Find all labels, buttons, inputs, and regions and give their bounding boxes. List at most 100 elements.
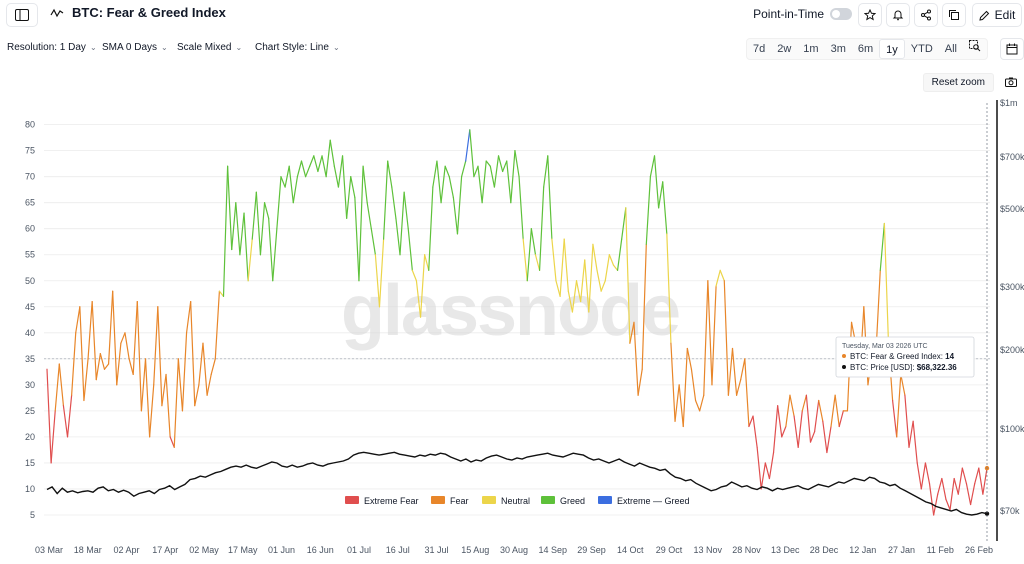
fear-greed-segment [912,420,918,464]
fear-greed-segment [575,280,582,303]
fear-greed-segment [272,228,278,282]
fear-greed-segment [62,405,69,438]
fear-greed-segment [522,238,528,282]
fear-greed-segment [95,353,101,381]
x-tick-label: 01 Jul [347,545,371,555]
tooltip-date: Tuesday, Mar 03 2026 UTC [842,343,928,350]
point-in-time-toggle[interactable] [830,8,852,20]
range-3m[interactable]: 3m [830,43,846,55]
fear-greed-segment [875,269,881,350]
fear-greed-segment [136,300,143,412]
fear-greed-segment [268,217,274,282]
favorite-button[interactable] [858,3,882,27]
range-2w[interactable]: 2w [777,43,792,55]
fear-greed-segment [809,431,816,443]
fear-greed-segment [707,280,713,386]
zoom-select-button[interactable] [963,39,987,59]
fear-greed-segment [165,373,171,438]
range-1y[interactable]: 1y [879,39,905,59]
fear-greed-segment [637,368,643,396]
legend-swatch [345,496,359,504]
fear-greed-segment [834,394,840,428]
fear-greed-segment [563,238,569,292]
chart-legend[interactable]: Extreme Fear Fear Neutral Greed Extreme — Gr… [345,496,690,506]
legend-item[interactable]: Neutral [501,496,530,506]
fear-greed-segment [185,300,192,334]
fear-greed-segment [66,394,73,438]
fear-greed-segment [699,394,705,412]
legend-item[interactable]: Greed [560,496,585,506]
x-tick-label: 29 Oct [656,545,683,555]
fear-greed-segment [284,165,290,188]
range-7d[interactable]: 7d [752,43,766,55]
fear-greed-segment [584,259,590,313]
tooltip-series2-label: BTC: Price [USD]: [850,363,917,372]
x-tick-label: 14 Oct [617,545,644,555]
sma-dropdown[interactable]: SMA 0 Days ⌄ [102,42,168,53]
reset-zoom-button[interactable]: Reset zoom [922,73,994,92]
fear-greed-segment [534,254,541,271]
y-tick-label: 55 [25,250,35,260]
fear-greed-segment [649,155,656,178]
fear-greed-segment [173,358,179,448]
legend-item[interactable]: Extreme Fear [364,496,419,506]
x-axis: 03 Mar 18 Mar 02 Apr 17 Apr 02 May 17 May 01 J… [35,545,993,555]
fear-greed-segment [974,467,980,485]
fear-greed-segment [719,269,725,282]
fear-greed-segment [399,191,405,256]
range-6m[interactable]: 6m [857,43,874,55]
screenshot-button[interactable] [1000,73,1022,91]
y-tick-label: 5 [30,510,35,520]
legend-item[interactable]: Extreme — Greed [617,496,690,506]
fear-greed-segment [325,139,331,178]
fear-greed-segment [120,332,126,344]
y-tick-label: 40 [25,328,35,338]
fear-greed-segment [658,181,664,209]
fear-greed-segment [161,373,167,407]
fear-greed-segment [797,410,803,448]
fear-greed-segment [727,347,734,396]
legend-item[interactable]: Fear [450,496,469,506]
fear-greed-segment [83,358,89,402]
edit-button[interactable]: Edit [972,3,1022,27]
chevron-down-icon: ⌄ [332,43,340,52]
fear-greed-segment [801,394,807,412]
chart-toolbar: Resolution: 1 Day ⌄ SMA 0 Days ⌄ Scale Mix… [0,38,1024,60]
calendar-button[interactable] [1000,38,1024,60]
fear-greed-segment [530,228,537,256]
star-icon [864,9,876,21]
chart-style-dropdown[interactable]: Chart Style: Line ⌄ [255,42,340,53]
x-tick-label: 29 Sep [577,545,606,555]
fear-greed-segment [978,467,984,495]
point-in-time-control[interactable]: Point-in-Time [753,7,852,21]
fear-greed-segment [75,306,81,334]
resolution-dropdown[interactable]: Resolution: 1 Day ⌄ [7,42,97,53]
scale-dropdown[interactable]: Scale Mixed ⌄ [177,42,242,53]
alert-button[interactable] [886,3,910,27]
range-all[interactable]: All [944,43,957,55]
duplicate-button[interactable] [942,3,966,27]
fear-greed-segment [128,358,134,376]
share-button[interactable] [914,3,938,27]
fear-greed-chart[interactable]: glassnode 5 10 15 20 25 30 35 40 45 50 55 60 65 70 75 8… [0,95,1024,564]
fear-greed-segment [830,394,836,428]
fear-greed-segment [54,363,60,412]
fear-greed-segment [99,353,106,370]
y-right-tick-label: $700k [1000,152,1024,162]
x-tick-label: 30 Aug [500,545,528,555]
y-tick-label: 65 [25,198,35,208]
fear-greed-segment [411,269,418,282]
fear-greed-segment [239,212,245,256]
range-ytd[interactable]: YTD [910,43,933,55]
fear-greed-segment [366,202,372,230]
fear-greed-segment [678,384,684,428]
fear-greed-segment [473,165,479,178]
fear-greed-segment [510,150,516,204]
tooltip-series1-label: BTC: Fear & Greed Index: [850,352,945,361]
fear-greed-segment [374,254,381,308]
fear-greed-segment [965,483,972,506]
range-1m[interactable]: 1m [803,43,819,55]
sidebar-toggle-button[interactable] [6,3,38,27]
x-tick-label: 02 Apr [113,545,139,555]
tooltip-series2: BTC: Price [USD]: $68,322.36 [850,363,957,372]
